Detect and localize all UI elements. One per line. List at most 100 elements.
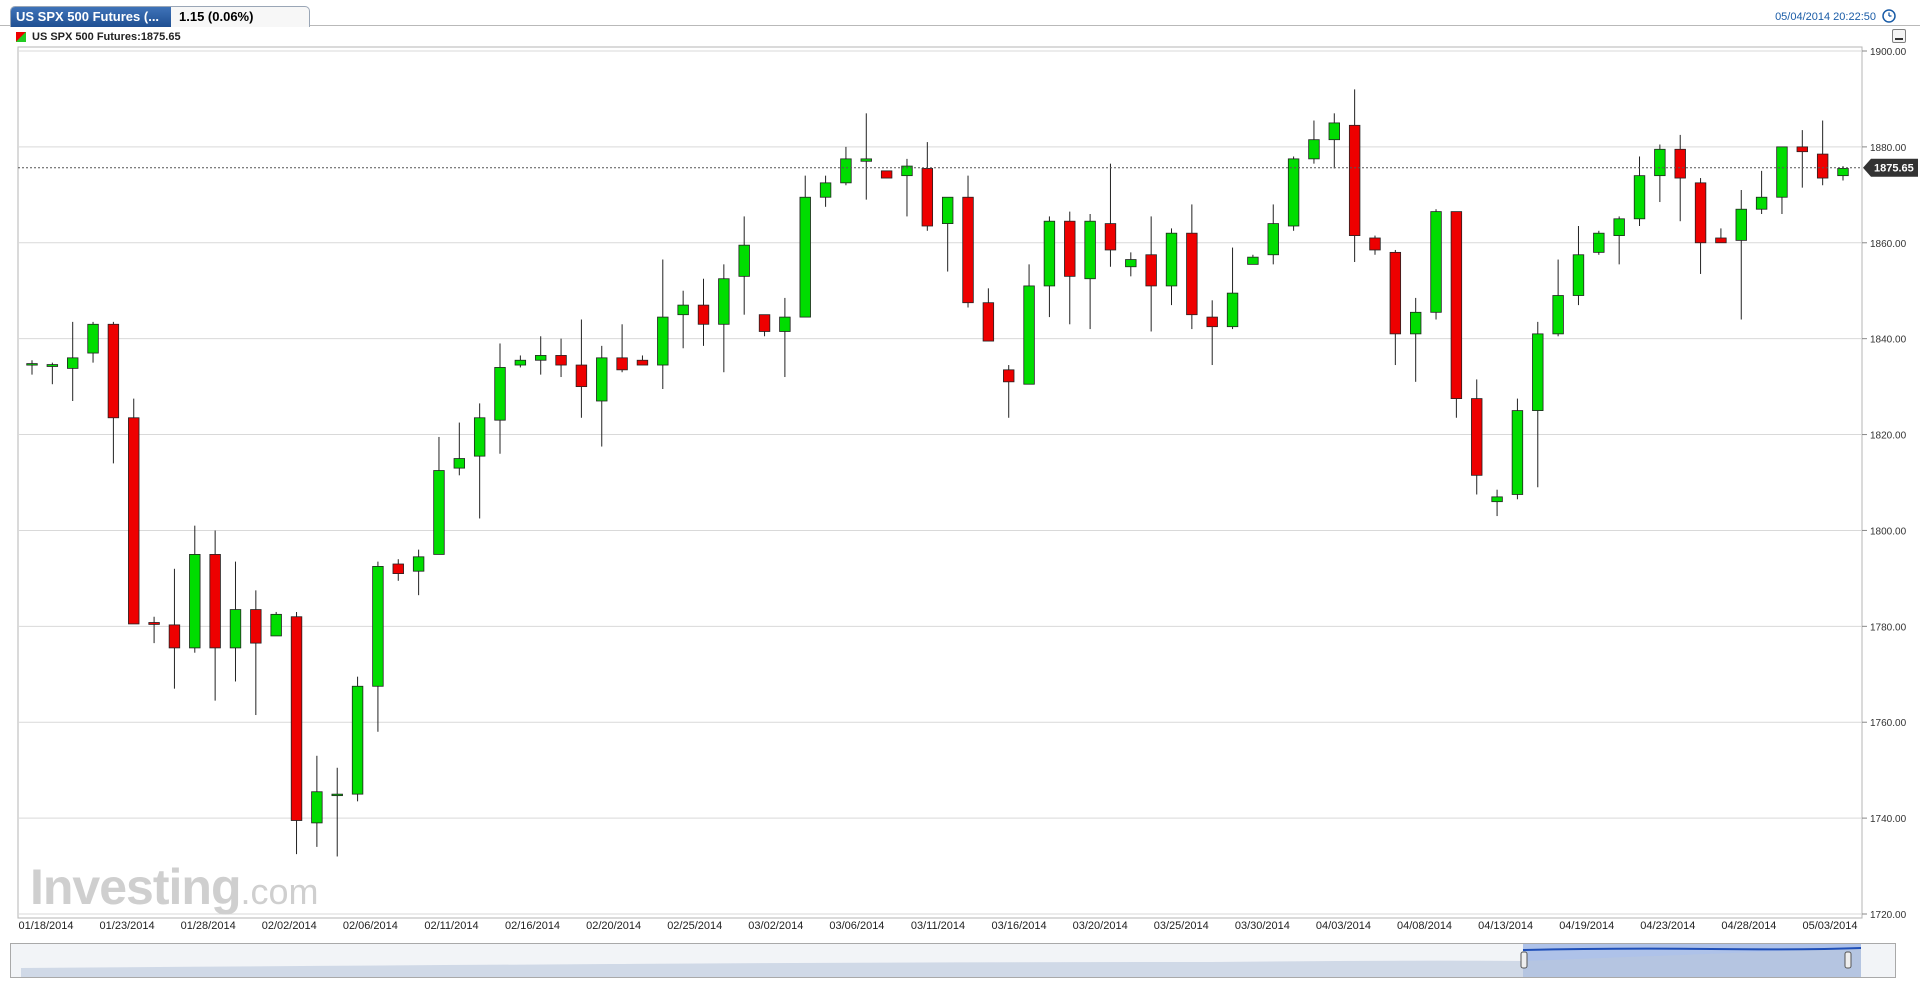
candle-body (1572, 254, 1585, 296)
watermark-brand: Investing (30, 859, 241, 915)
x-tick-label: 02/06/2014 (343, 920, 398, 932)
y-tick-label: 1720.00 (1870, 910, 1907, 921)
candle-body (1287, 158, 1300, 227)
candle-body (514, 359, 527, 366)
candle-body (1409, 311, 1422, 335)
candle-body (575, 364, 588, 388)
x-tick-label: 04/28/2014 (1721, 920, 1776, 932)
candle-body (270, 613, 282, 637)
candle-body (1064, 220, 1076, 277)
candle-body (860, 158, 872, 162)
candle-body (107, 323, 120, 419)
candle-body (1593, 232, 1605, 253)
candle-body (1552, 295, 1564, 335)
candle-body (1674, 148, 1686, 179)
candle-body (901, 165, 913, 177)
tab-bar-divider (0, 25, 1920, 26)
candle-body (799, 196, 811, 318)
candle-body (1654, 148, 1666, 177)
candle-body (189, 554, 201, 649)
candle-body (921, 168, 934, 227)
candle-body (1125, 259, 1137, 268)
candle-body (779, 316, 791, 332)
candle-body (1247, 256, 1259, 265)
y-tick-label: 1840.00 (1870, 335, 1907, 346)
candle-body (1471, 398, 1483, 476)
y-tick-label: 1880.00 (1870, 143, 1907, 154)
x-tick-label: 04/08/2014 (1397, 920, 1452, 932)
candle-body (1104, 223, 1117, 251)
candle-body (1023, 285, 1035, 385)
candle-body (1491, 496, 1503, 503)
clock-icon[interactable] (1882, 9, 1896, 23)
y-tick-label: 1800.00 (1870, 526, 1907, 537)
candle-body (128, 417, 140, 625)
x-tick-label: 03/02/2014 (748, 920, 803, 932)
candle-body (1755, 196, 1768, 210)
candle-body (1796, 146, 1808, 153)
candle-body (1145, 254, 1157, 287)
candle-body (331, 793, 343, 797)
candle-body (412, 556, 425, 572)
navigator-right-handle[interactable] (1844, 951, 1852, 969)
minimize-button[interactable] (1892, 29, 1906, 43)
y-tick-label: 1860.00 (1870, 239, 1907, 250)
candle-body (941, 196, 954, 225)
candle-body (555, 355, 567, 366)
candle-body (1084, 220, 1096, 280)
tab-bar (0, 0, 1920, 26)
candle-legend-icon (16, 32, 26, 42)
candle-body (657, 316, 669, 366)
candle-body (290, 616, 303, 821)
last-price-marker (1863, 158, 1918, 177)
candle-body (1226, 292, 1239, 328)
tab-title: US SPX 500 Futures (... (11, 7, 171, 27)
y-tick-label: 1760.00 (1870, 718, 1907, 729)
range-navigator[interactable] (10, 943, 1896, 978)
x-tick-label: 04/19/2014 (1559, 920, 1614, 932)
x-tick-label: 02/20/2014 (586, 920, 641, 932)
candle-body (616, 357, 628, 371)
candle-body (1776, 146, 1788, 198)
x-tick-label: 03/11/2014 (911, 920, 965, 932)
candle-body (1837, 168, 1849, 177)
candle-body (392, 563, 404, 574)
candle-body (1532, 333, 1544, 411)
candle-body (473, 417, 486, 457)
candle-body (168, 624, 181, 649)
candle-body (1735, 208, 1747, 241)
plot-area (17, 46, 1863, 919)
candle-body (1450, 211, 1463, 399)
candle-body (1043, 220, 1056, 287)
x-tick-label: 02/16/2014 (505, 920, 560, 932)
candle-body (372, 566, 384, 687)
candle-body (87, 323, 99, 354)
candle-body (1389, 251, 1402, 335)
x-tick-label: 02/25/2014 (667, 920, 722, 932)
candle-body (1165, 232, 1178, 287)
chart-legend: US SPX 500 Futures:1875.65 (16, 29, 181, 45)
watermark-logo: Investing.com (30, 858, 319, 916)
x-tick-label: 05/03/2014 (1802, 920, 1857, 932)
x-tick-label: 04/03/2014 (1316, 920, 1371, 932)
y-tick-label: 1820.00 (1870, 431, 1907, 442)
x-tick-label: 03/30/2014 (1235, 920, 1290, 932)
y-tick-label: 1780.00 (1870, 622, 1907, 633)
x-tick-label: 01/28/2014 (181, 920, 236, 932)
candle-body (1348, 124, 1361, 236)
candle-body (46, 364, 59, 367)
candle-body (758, 314, 771, 332)
navigator-left-handle[interactable] (1520, 951, 1528, 969)
instrument-tab[interactable]: US SPX 500 Futures (... 1.15 (0.06%) (10, 6, 310, 27)
price-chart[interactable]: 1720.00 1740.00 1760.00 1780.00 1800.00 1820.… (0, 0, 1920, 940)
candle-body (982, 302, 995, 342)
candle-body (535, 355, 547, 361)
candle-body (1633, 175, 1646, 220)
candle-body (738, 244, 750, 277)
x-tick-label: 03/06/2014 (829, 920, 884, 932)
candle-body (433, 470, 445, 555)
candle-body (636, 359, 649, 366)
candle-body (229, 609, 242, 649)
last-price-label: 1875.65 (1874, 163, 1914, 175)
candle-body (1816, 153, 1829, 179)
